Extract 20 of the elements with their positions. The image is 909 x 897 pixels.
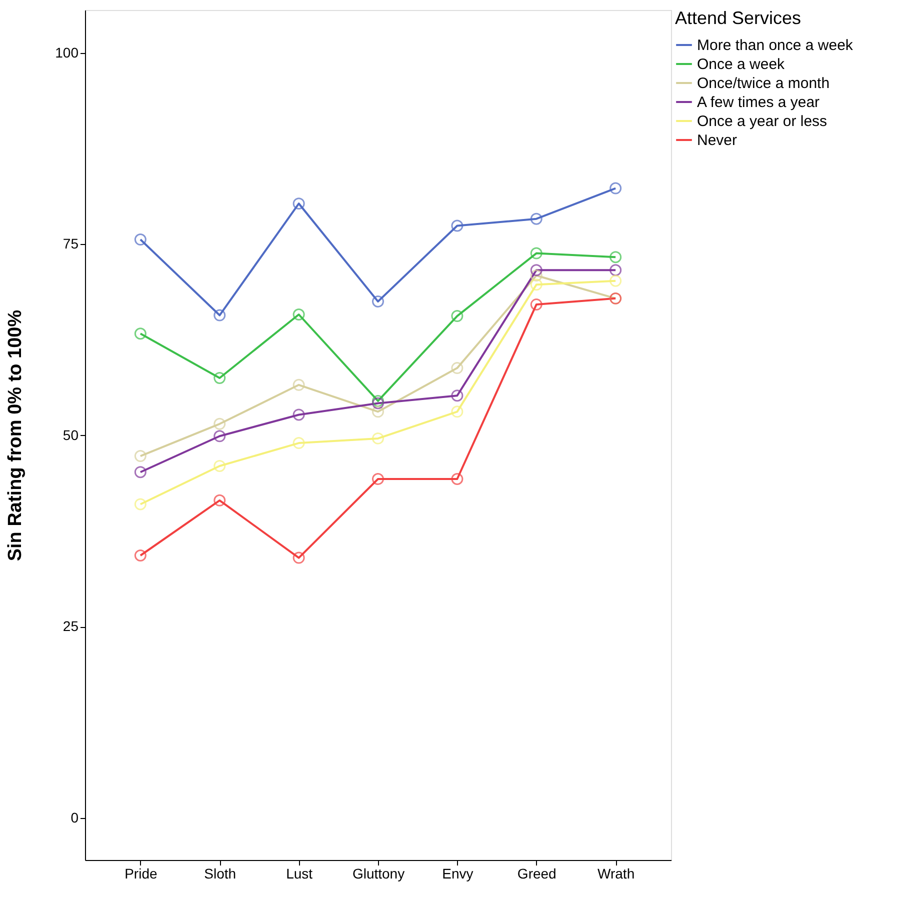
y-tick-label: 50 <box>62 426 79 443</box>
legend-label: More than once a week <box>697 37 854 54</box>
y-tick-label: 75 <box>62 236 79 252</box>
legend-label: Once a year or less <box>697 113 828 130</box>
x-tick-label: Sloth <box>204 866 236 882</box>
x-tick-label: Gluttony <box>352 866 405 882</box>
x-tick-label: Lust <box>286 866 313 882</box>
legend-label: Never <box>697 132 738 149</box>
x-tick-label: Envy <box>442 866 474 882</box>
x-tick-label: Wrath <box>598 866 635 882</box>
legend-title: Attend Services <box>675 8 802 28</box>
y-tick-label: 0 <box>70 809 79 826</box>
y-tick-label: 100 <box>55 44 79 60</box>
x-tick-label: Pride <box>124 866 158 882</box>
legend-label: Once a week <box>697 56 786 73</box>
y-tick-label: 25 <box>62 618 79 634</box>
legend-label: A few times a year <box>697 94 820 111</box>
y-axis-title: Sin Rating from 0% to 100% <box>5 310 26 562</box>
legend-label: Once/twice a month <box>697 75 830 92</box>
x-tick-label: Greed <box>517 866 556 882</box>
